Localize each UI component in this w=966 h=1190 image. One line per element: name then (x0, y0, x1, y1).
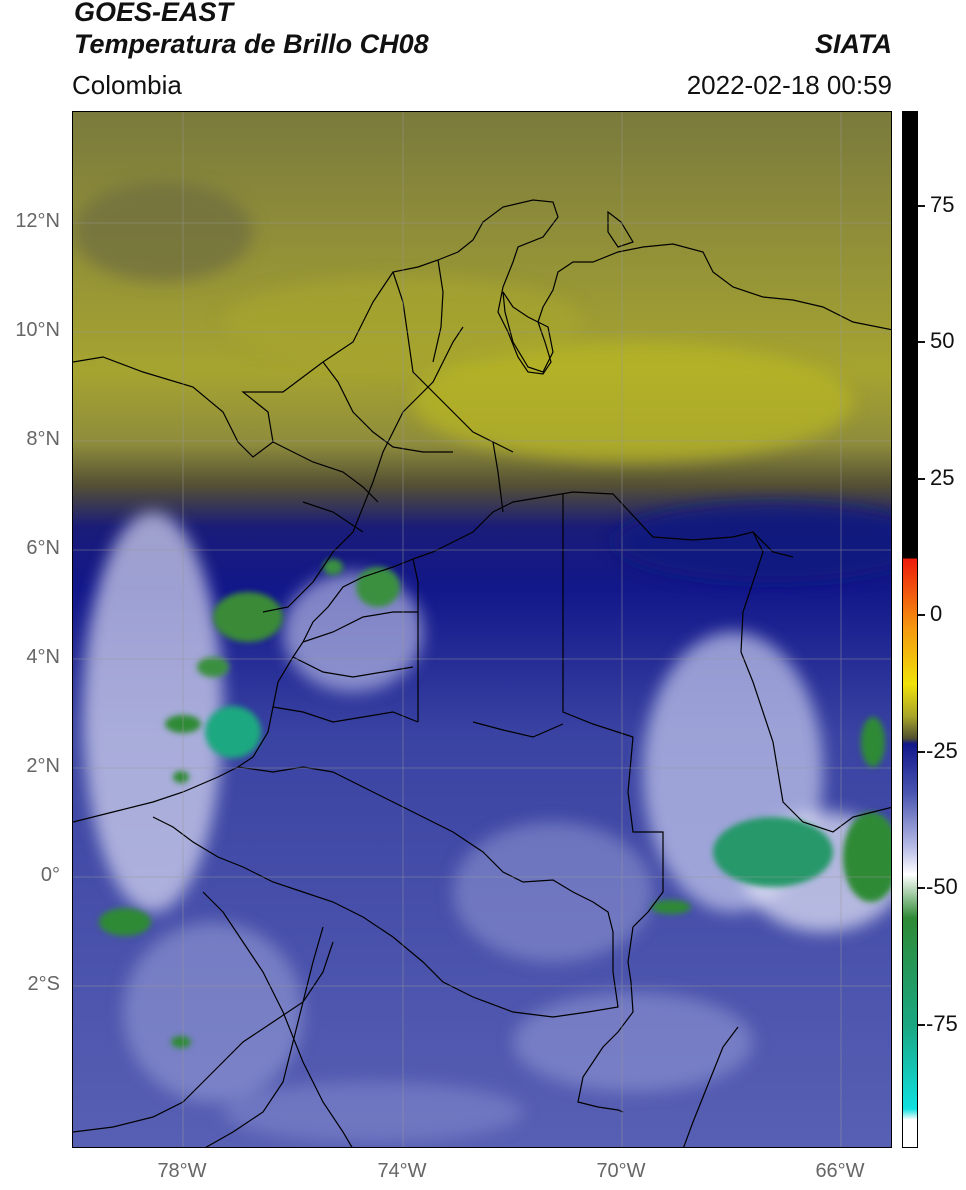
colorbar-label-75: 75 (930, 192, 955, 217)
colorbar-tick (918, 341, 925, 343)
title-line1: GOES-EAST (74, 0, 234, 27)
colorbar-label-25: 25 (930, 465, 955, 490)
lon-label-70w: 70°W (596, 1160, 646, 1182)
lon-label-78w: 78°W (157, 1160, 207, 1182)
lat-label-8n: 8°N (26, 428, 60, 450)
colorbar-label-m50: -50 (926, 874, 958, 899)
lon-label-66w: 66°W (815, 1160, 865, 1182)
lat-label-12n: 12°N (15, 210, 60, 232)
map-image (73, 112, 891, 1147)
timestamp-label: 2022-02-18 00:59 (686, 70, 892, 100)
lat-label-10n: 10°N (15, 319, 60, 341)
colorbar-tick (918, 887, 925, 889)
lon-label-74w: 74°W (377, 1160, 427, 1182)
lat-label-4n: 4°N (26, 646, 60, 668)
lat-label-0: 0° (40, 864, 60, 886)
colorbar-tick (918, 205, 925, 207)
region-label: Colombia (72, 70, 182, 100)
colorbar-tick (918, 1024, 925, 1026)
title-line2: Temperatura de Brillo CH08 (74, 29, 429, 59)
colorbar-label-0: 0 (930, 601, 943, 626)
colorbar-tick (918, 614, 925, 616)
lat-label-2n: 2°N (26, 755, 60, 777)
brand-label: SIATA (815, 29, 892, 59)
colorbar-tick (918, 751, 925, 753)
colorbar (902, 111, 918, 1148)
lat-label-6n: 6°N (26, 537, 60, 559)
colorbar-label-50: 50 (930, 328, 955, 353)
colorbar-label-m25: -25 (926, 738, 958, 763)
lat-label-2s: 2°S (27, 973, 60, 995)
colorbar-label-m75: -75 (926, 1011, 958, 1036)
colorbar-tick (918, 478, 925, 480)
satellite-map[interactable] (72, 111, 892, 1148)
